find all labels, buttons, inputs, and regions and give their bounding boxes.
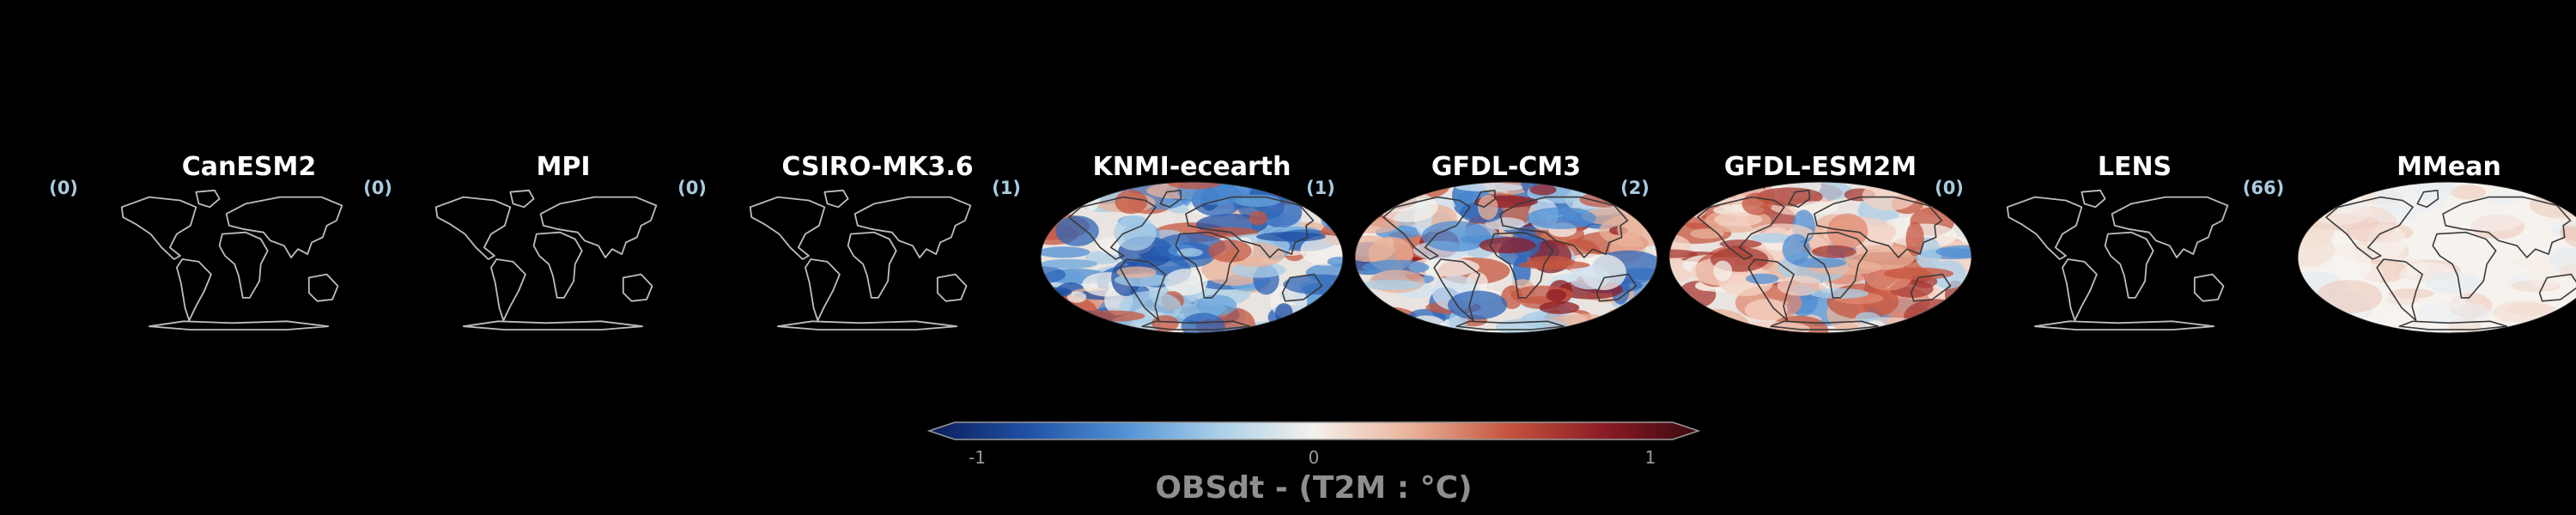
coastline <box>2538 273 2576 302</box>
coastline <box>2081 189 2106 209</box>
map-border <box>1668 181 1972 334</box>
coastline <box>1788 190 1811 209</box>
coastline <box>1595 273 1637 302</box>
coastline <box>1141 320 1251 330</box>
coastline <box>490 258 526 322</box>
coastline <box>2111 196 2229 258</box>
map-panel: MPI (0) <box>363 152 658 331</box>
coastline <box>936 273 968 302</box>
colorbar-tick-mid: 0 <box>1309 447 1320 468</box>
coastline <box>1068 196 1157 260</box>
coastline <box>2006 196 2083 260</box>
coastline <box>2416 190 2439 209</box>
coastline <box>434 196 512 260</box>
coastline <box>1175 231 1240 299</box>
coastline <box>1382 196 1471 260</box>
panel-count: (0) <box>677 178 707 198</box>
coastline <box>2376 258 2423 322</box>
coastline <box>854 196 972 258</box>
panel-count: (66) <box>2243 178 2284 198</box>
colorbar-tick-max: 1 <box>1645 447 1656 468</box>
panel-count: (0) <box>363 178 392 198</box>
map-border <box>2297 181 2576 334</box>
coastline <box>776 320 958 331</box>
coastline <box>2033 320 2215 331</box>
coastline <box>195 189 221 209</box>
coastline <box>2442 196 2572 258</box>
map-panel: LENS (0) <box>1935 152 2229 331</box>
coastline <box>1499 196 1629 258</box>
coastline <box>1185 196 1315 258</box>
coastline <box>2325 196 2414 260</box>
coastline <box>1489 231 1554 299</box>
panel-title: CSIRO-MK3.6 <box>781 152 973 182</box>
coastline <box>1119 258 1166 322</box>
coastline <box>1814 196 1943 258</box>
panel-count: (1) <box>992 178 1021 198</box>
colorbar-bar <box>927 421 1701 440</box>
panel-title: LENS <box>2098 152 2172 182</box>
map-border <box>1354 181 1658 334</box>
coastline <box>1455 320 1565 330</box>
map-panel: MMean (66) <box>2243 152 2576 334</box>
coastline <box>2398 320 2508 330</box>
coastline <box>1697 196 1785 260</box>
panel-title: MPI <box>536 152 590 182</box>
coastline <box>1281 273 1323 302</box>
coastline <box>539 196 658 258</box>
colorbar-tick-min: -1 <box>969 447 986 468</box>
coastline <box>1803 231 1868 299</box>
colorbar: -1 0 1 OBSdt - (T2M : °C) <box>927 421 1701 506</box>
panel-count: (0) <box>1935 178 1964 198</box>
map-panel: CSIRO-MK3.6 (0) <box>677 152 974 331</box>
coastline <box>2061 258 2098 322</box>
panel-title: GFDL-CM3 <box>1431 152 1581 182</box>
coastline <box>532 231 583 299</box>
panel-count: (2) <box>1620 178 1649 198</box>
coastline <box>749 196 826 260</box>
coastline <box>847 231 897 299</box>
map-panels: CanESM2 (0) MPI (0) CSIRO-MK3.6 (0) KNMI-ecear… <box>49 152 2576 334</box>
panel-title: MMean <box>2397 152 2501 182</box>
anomaly-field <box>2298 182 2576 333</box>
coastline <box>218 231 269 299</box>
coastline <box>805 258 841 322</box>
coastline <box>509 189 535 209</box>
colorbar-label: OBSdt - (T2M : °C) <box>1155 470 1472 506</box>
map-panel: CanESM2 (0) <box>49 152 343 331</box>
coastline <box>823 189 849 209</box>
coastline <box>2104 231 2154 299</box>
coastline <box>462 320 644 331</box>
coastline <box>1473 190 1497 209</box>
coastline <box>2432 231 2497 299</box>
coastline <box>148 320 330 331</box>
coastline <box>2193 273 2225 302</box>
coastline <box>120 196 197 260</box>
coastline <box>1159 190 1182 209</box>
panel-title: GFDL-ESM2M <box>1724 152 1917 182</box>
panel-title: KNMI-ecearth <box>1092 152 1291 182</box>
coastline <box>175 258 212 322</box>
panel-count: (0) <box>49 178 78 198</box>
coastline <box>1433 258 1480 322</box>
coastline <box>622 273 653 302</box>
map-border <box>1040 181 1344 334</box>
panel-count: (1) <box>1306 178 1335 198</box>
coastline <box>225 196 343 258</box>
coastline <box>1747 258 1795 322</box>
panel-title: CanESM2 <box>182 152 316 182</box>
coastline <box>1910 273 1952 302</box>
coastline <box>307 273 339 302</box>
coastline <box>1770 320 1880 330</box>
